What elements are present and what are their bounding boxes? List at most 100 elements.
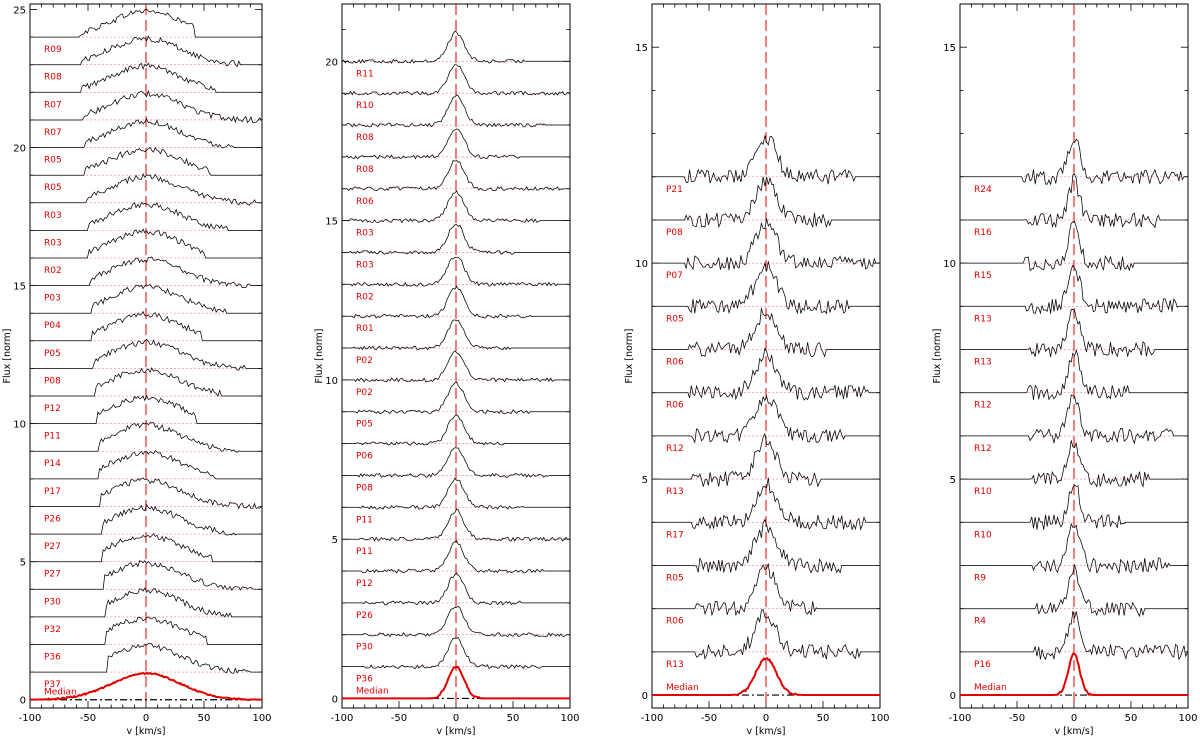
median-label: Median	[356, 686, 389, 696]
y-tick-label: 5	[950, 475, 956, 486]
x-axis-title: v [km/s]	[1055, 726, 1094, 736]
spectrum-label: R06	[666, 617, 684, 627]
spectrum-label: R08	[44, 73, 62, 83]
x-tick-label: -50	[701, 713, 717, 724]
spectrum-line	[960, 264, 1188, 315]
x-tick-label: -50	[1009, 713, 1025, 724]
spectrum-label: P08	[666, 228, 683, 238]
spectrum-label: P37	[44, 680, 61, 690]
spectrum-line	[960, 564, 1188, 618]
spectrum-line	[342, 190, 570, 224]
y-tick-label: 10	[325, 376, 338, 387]
spectrum-line	[30, 338, 262, 371]
spectrum-line	[30, 35, 262, 68]
x-tick-label: 0	[1071, 713, 1077, 724]
spectrum-line	[30, 89, 262, 124]
spectrum-label: R05	[666, 573, 684, 583]
spectrum-label: P36	[44, 653, 61, 663]
spectrum-label: R03	[356, 260, 374, 270]
spectrum-label: R4	[974, 617, 986, 627]
spectrum-label: P02	[356, 356, 373, 366]
x-tick-label: 50	[817, 713, 830, 724]
spectrum-label: P26	[356, 611, 373, 621]
spectrum-line	[30, 422, 262, 453]
x-tick-label: -100	[19, 713, 42, 724]
spectrum-line	[652, 261, 880, 315]
spectrum-line	[652, 135, 880, 185]
spectrum-line	[342, 605, 570, 638]
panel-4: -100 -50 0 50 100 0 5 10 15 v [km/s] Flux [norm] R2…	[932, 3, 1198, 736]
y-tick-label: 20	[13, 144, 26, 155]
spectrum-label: R07	[44, 128, 62, 138]
spectrum-line	[960, 522, 1188, 575]
spectrum-label: P32	[44, 625, 61, 635]
spectrum-label: R13	[974, 358, 992, 368]
spectrum-label: P16	[974, 660, 991, 670]
spectrum-label: R09	[44, 45, 62, 55]
spectrum-label: P30	[356, 643, 373, 653]
spectrum-line	[30, 256, 262, 289]
spectrum-label: R06	[666, 358, 684, 368]
spectrum-label: P03	[44, 294, 61, 304]
y-tick-label: 10	[13, 420, 26, 431]
spectrum-line	[342, 128, 570, 160]
spectrum-label: P06	[356, 452, 373, 462]
spectrum-line	[960, 394, 1188, 445]
spectrum-label: R02	[44, 266, 62, 276]
spectrum-line	[652, 218, 880, 271]
spectrum-line	[30, 118, 262, 149]
spectrum-label: P14	[44, 459, 61, 469]
spectrum-line	[960, 309, 1188, 358]
spectrum-label: R12	[974, 401, 992, 411]
median-spectrum-line	[30, 671, 262, 701]
spectrum-label: R13	[666, 660, 684, 670]
y-tick-label: 5	[332, 535, 338, 546]
spectrum-line	[960, 484, 1188, 530]
spectrum-line	[30, 202, 262, 232]
y-tick-label: 15	[13, 282, 26, 293]
panel-2: -100 -50 0 50 100 0 5 10 15 20 v [km/s] Flux [norm]…	[314, 3, 580, 736]
y-tick-label: 15	[635, 43, 648, 54]
spectrum-label: R13	[666, 487, 684, 497]
x-tick-label: 0	[763, 713, 769, 724]
spectrum-label: R03	[44, 211, 62, 221]
median-spectrum-line	[960, 652, 1188, 697]
spectrum-line	[342, 64, 570, 96]
spectrum-label: P11	[356, 515, 373, 525]
x-tick-label: -100	[641, 713, 664, 724]
spectrum-line	[652, 432, 880, 488]
y-tick-label: 10	[943, 259, 956, 270]
spectrum-line	[30, 8, 262, 38]
panel-3: -100 -50 0 50 100 0 5 10 15 v [km/s] Flux [norm] P2…	[624, 3, 890, 736]
spectrum-line	[342, 224, 570, 255]
spectrum-line	[960, 138, 1188, 186]
x-tick-label: 50	[507, 713, 520, 724]
spectrum-line	[30, 587, 262, 618]
spectrum-line	[342, 256, 570, 287]
x-tick-label: -50	[391, 713, 407, 724]
spectrum-label: R03	[356, 229, 374, 239]
spectrum-line	[30, 532, 262, 563]
spectrum-line	[342, 540, 570, 574]
y-tick-label: 0	[332, 694, 338, 705]
spectrum-line	[30, 643, 262, 674]
spectrum-line	[342, 637, 570, 670]
panel-1: -100 -50 0 50 100 0 5 10 15 20 25 v [km/s] Flux [nor…	[2, 3, 272, 736]
spectrum-label: R08	[356, 165, 374, 175]
spectrum-label: P11	[44, 432, 61, 442]
spectrum-line	[342, 381, 570, 415]
spectrum-line	[342, 447, 570, 478]
spectrum-line	[342, 572, 570, 606]
spectrum-line	[30, 284, 262, 314]
spectrum-line	[30, 616, 262, 645]
spectrum-line	[652, 176, 880, 229]
x-tick-label: -50	[80, 713, 96, 724]
spectrum-label: R01	[356, 324, 374, 334]
y-tick-label: 20	[325, 57, 338, 68]
spectrum-line	[652, 347, 880, 401]
y-tick-label: 25	[13, 6, 26, 17]
spectrum-label: R16	[974, 228, 992, 238]
spectrum-line	[652, 563, 880, 617]
spectrum-label: R03	[44, 238, 62, 248]
